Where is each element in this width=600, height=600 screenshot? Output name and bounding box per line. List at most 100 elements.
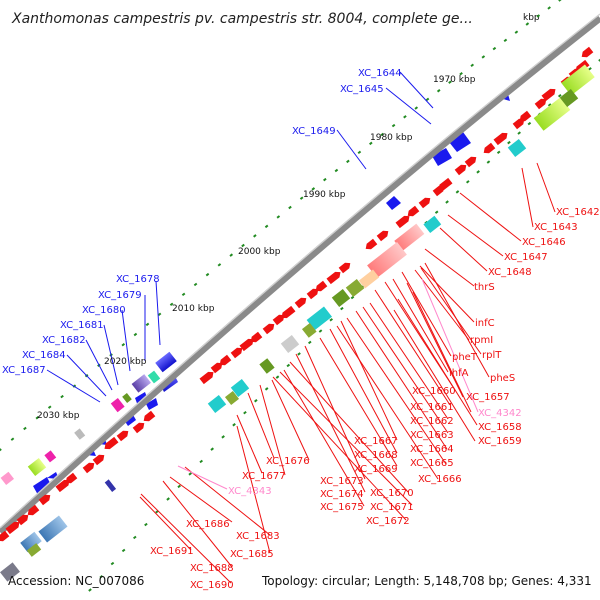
reverse-gene-arrow <box>132 422 145 434</box>
reverse-gene-arrow <box>38 494 51 506</box>
scale-tick <box>357 150 362 155</box>
gene-label-reverse[interactable]: XC_1663 <box>410 430 454 441</box>
gene-label-reverse[interactable]: XC_1665 <box>410 458 454 469</box>
scale-tick <box>536 14 541 18</box>
gene-label-forward[interactable]: XC_1678 <box>116 274 160 285</box>
gene-xc1685 <box>122 393 132 403</box>
scale-label: 2020 kbp <box>104 357 147 367</box>
gene-xc1691d <box>26 543 42 557</box>
scale-tick <box>110 561 115 566</box>
scale-tick <box>369 141 373 146</box>
scale-tick <box>88 588 92 592</box>
gene-label-reverse[interactable]: XC_1659 <box>478 436 522 447</box>
gene-label-highlight[interactable]: XC_4342 <box>478 408 522 419</box>
scale-tick <box>470 63 475 67</box>
gene-label-reverse[interactable]: XC_1669 <box>354 464 398 475</box>
reverse-gene-arrow <box>519 110 532 122</box>
gene-label-reverse[interactable]: XC_1675 <box>320 502 364 513</box>
scale-tick <box>329 318 333 322</box>
scale-tick <box>547 6 551 10</box>
gene-label-reverse[interactable]: XC_1672 <box>366 516 410 527</box>
gene-label-reverse[interactable]: XC_1690 <box>190 580 234 591</box>
scale-tick <box>445 200 449 204</box>
scale-tick <box>403 115 407 119</box>
gene-label-reverse[interactable]: ihfA <box>449 368 469 379</box>
gene-xc1643b <box>559 88 579 108</box>
gene-label-reverse[interactable]: XC_1658 <box>478 422 522 433</box>
gene-label-reverse[interactable]: thrS <box>474 282 495 293</box>
gene-label-reverse[interactable]: XC_1691 <box>150 546 194 557</box>
scale-tick <box>481 55 486 59</box>
gene-label-forward[interactable]: XC_1681 <box>60 320 104 331</box>
scale-tick <box>318 329 323 333</box>
gene-label-reverse[interactable]: rplT <box>482 350 502 361</box>
reverse-gene-arrow <box>376 230 389 242</box>
scale-tick <box>448 80 452 84</box>
gene-label-forward[interactable]: XC_1679 <box>98 290 142 301</box>
gene-label-forward[interactable]: XC_1644 <box>358 68 402 79</box>
gene-label-reverse[interactable]: pheT <box>452 352 478 363</box>
gene-xc1642 <box>533 97 571 131</box>
gene-label-highlight[interactable]: XC_4343 <box>228 486 272 497</box>
reverse-gene-arrow <box>294 297 307 309</box>
scale-tick <box>486 160 491 164</box>
gene-label-reverse[interactable]: XC_1657 <box>466 392 510 403</box>
gene-label-forward[interactable]: XC_1682 <box>42 335 86 346</box>
gene-xc1661 <box>306 306 332 331</box>
topology-summary: Topology: circular; Length: 5,148,708 bp… <box>261 574 592 588</box>
gene-label-reverse[interactable]: XC_1648 <box>488 267 532 278</box>
gene-label-reverse[interactable]: XC_1688 <box>190 563 234 574</box>
gene-xc1643 <box>561 64 595 96</box>
gene-label-reverse[interactable]: XC_1674 <box>320 489 364 500</box>
scale-tick <box>60 394 64 399</box>
gene-label-reverse[interactable]: XC_1664 <box>410 444 454 455</box>
gene-label-forward[interactable]: XC_1687 <box>2 365 46 376</box>
gene-label-forward[interactable]: XC_1684 <box>22 350 66 361</box>
map-title: Xanthomonas campestris pv. campestris st… <box>11 11 473 27</box>
gene-xc1660 <box>331 288 351 308</box>
gene-label-forward[interactable]: XC_1649 <box>292 126 336 137</box>
gene-label-forward[interactable]: XC_1645 <box>340 84 384 95</box>
gene-label-reverse[interactable]: XC_1677 <box>242 471 286 482</box>
reverse-strand-genes <box>0 46 594 542</box>
gene-label-reverse[interactable]: XC_1660 <box>412 386 456 397</box>
scale-tick <box>503 38 508 43</box>
scale-tick <box>205 272 210 277</box>
gene-label-reverse[interactable]: rpmI <box>470 335 493 346</box>
gene-label-reverse[interactable]: XC_1646 <box>522 237 566 248</box>
gene-label-reverse[interactable]: XC_1685 <box>230 549 274 560</box>
scale-tick <box>297 352 301 356</box>
gene-label-reverse[interactable]: XC_1668 <box>354 450 398 461</box>
scale-tick <box>229 253 234 257</box>
gene-label-reverse[interactable]: XC_1683 <box>236 531 280 542</box>
scale-tick <box>514 30 519 34</box>
gene-thrS <box>394 223 425 252</box>
scale-tick <box>311 187 316 191</box>
genome-backbone <box>0 13 600 535</box>
gene-label-reverse[interactable]: XC_1671 <box>370 502 414 513</box>
gene-label-reverse[interactable]: XC_1666 <box>418 474 462 485</box>
leader-lines-top <box>46 71 434 403</box>
scale-tick <box>121 342 126 347</box>
gene-label-reverse[interactable]: XC_1673 <box>320 476 364 487</box>
gene-label-reverse[interactable]: XC_1643 <box>534 222 578 233</box>
gene-label-reverse[interactable]: XC_1667 <box>354 436 398 447</box>
scale-tick <box>10 437 15 441</box>
gene-xc1673 <box>224 390 240 406</box>
scale-label: 1980 kbp <box>370 133 413 143</box>
gene-label-reverse[interactable]: XC_1647 <box>504 252 548 263</box>
gene-label-reverse[interactable]: XC_1662 <box>410 416 454 427</box>
gene-label-reverse[interactable]: XC_1661 <box>410 402 454 413</box>
gene-label-reverse[interactable]: pheS <box>490 373 515 384</box>
gene-label-reverse[interactable]: XC_1642 <box>556 207 600 218</box>
gene-label-reverse[interactable]: XC_1676 <box>266 456 310 467</box>
gene-label-forward[interactable]: XC_1680 <box>82 305 126 316</box>
gene-xc1678 <box>155 351 177 373</box>
scale-tick <box>436 89 441 93</box>
scale-tick <box>243 410 247 415</box>
gene-label-reverse[interactable]: infC <box>475 318 495 329</box>
gene-label-reverse[interactable]: XC_1670 <box>370 488 414 499</box>
scale-tick <box>507 140 511 145</box>
gene-label-reverse[interactable]: XC_1686 <box>186 519 230 530</box>
